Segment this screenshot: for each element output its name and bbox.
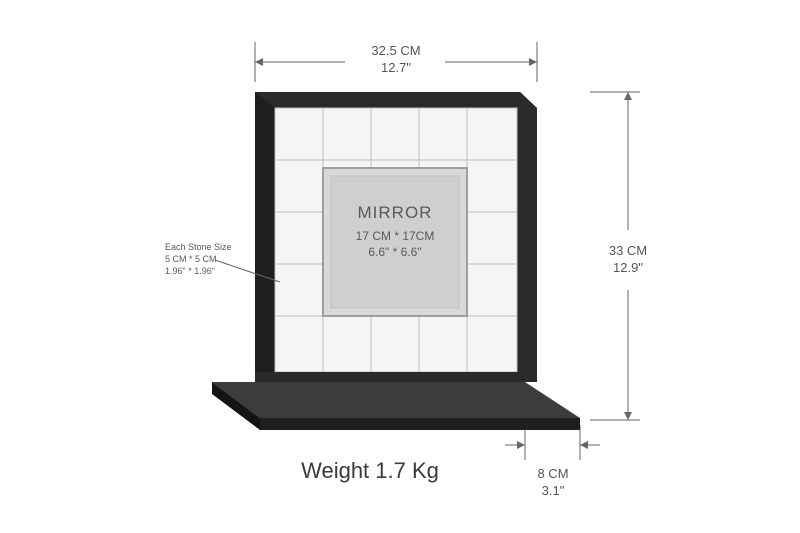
shelf — [212, 372, 580, 430]
dim-width-in: 12.7" — [381, 60, 411, 75]
dim-height-in: 12.9" — [613, 260, 643, 275]
dim-height: 33 CM 12.9" — [590, 92, 647, 420]
stone-note-title: Each Stone Size — [165, 242, 232, 252]
dim-depth-in: 3.1" — [542, 483, 565, 498]
stone-note-in: 1.96" * 1.96" — [165, 266, 215, 276]
mirror-frame: MIRROR 17 CM * 17CM 6.6" * 6.6" — [212, 92, 580, 430]
dim-depth: 8 CM 3.1" — [505, 425, 600, 498]
dim-width: 32.5 CM 12.7" — [255, 42, 537, 82]
dim-depth-cm: 8 CM — [537, 466, 568, 481]
mirror-panel: MIRROR 17 CM * 17CM 6.6" * 6.6" — [323, 168, 467, 316]
mirror-title: MIRROR — [358, 203, 433, 222]
diagram: 32.5 CM 12.7" 33 CM 12.9" 8 CM 3.1" — [0, 0, 800, 533]
weight-label: Weight 1.7 Kg — [301, 458, 439, 483]
dim-height-cm: 33 CM — [609, 243, 647, 258]
mirror-dim-cm: 17 CM * 17CM — [356, 229, 435, 243]
mirror-dim-in: 6.6" * 6.6" — [368, 245, 421, 259]
dim-width-cm: 32.5 CM — [371, 43, 420, 58]
stone-note-cm: 5 CM * 5 CM — [165, 254, 217, 264]
